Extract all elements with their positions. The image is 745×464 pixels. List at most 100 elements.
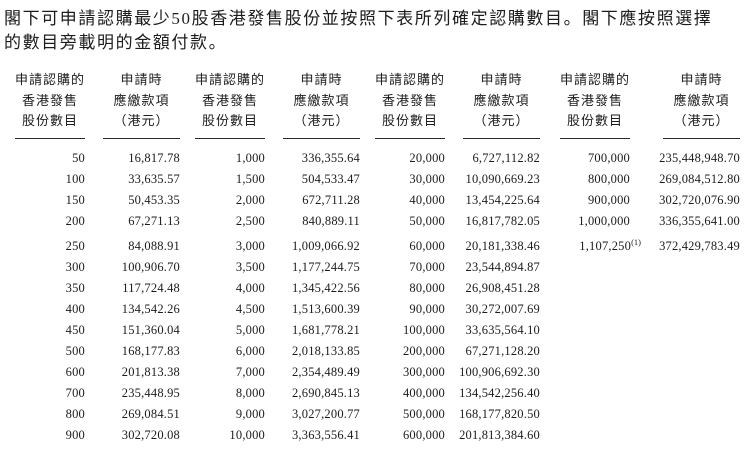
col-header-shares: 申請認購的 香港發售 股份數目 <box>180 70 265 139</box>
shares-cell <box>540 341 630 362</box>
table-row: 200 67,271.13 2,500 840,889.11 50,000 16,817,… <box>0 211 745 232</box>
amount-cell: 372,429,783.49 <box>659 238 740 253</box>
amount-cell <box>630 299 745 320</box>
amount-cell: 2,690,845.13 <box>291 385 360 400</box>
shares-cell: 1,000 <box>235 150 265 165</box>
table-row: 500 168,177.83 6,000 2,018,133.85 200,000 67,… <box>0 341 745 362</box>
subscription-table: 申請認購的 香港發售 股份數目 申請時 應繳款項 （港元） 申請認購的 香港發售 股份數目 申請時… <box>0 70 745 446</box>
amount-cell: 23,544,894.87 <box>465 259 540 274</box>
intro-line-1: 閣下可申請認購最少50股香港發售股份並按照下表所列確定認購數目。閣下應按照選擇 <box>4 9 713 28</box>
amount-cell: 1,009,066.92 <box>291 238 360 253</box>
col-header-text: 申請時 應繳款項 （港元） <box>283 70 360 139</box>
shares-cell: 8,000 <box>235 385 265 400</box>
amount-cell: 50,453.35 <box>128 192 180 207</box>
amount-cell: 10,090,669.23 <box>465 171 540 186</box>
table-row: 600 201,813.38 7,000 2,354,489.49 300,000 100… <box>0 362 745 383</box>
amount-cell: 235,448.95 <box>121 385 180 400</box>
col-header-shares: 申請認購的 香港發售 股份數目 <box>360 70 445 139</box>
amount-cell: 336,355,641.00 <box>659 213 740 228</box>
shares-cell: 700 <box>65 385 85 400</box>
amount-cell: 67,271,128.20 <box>465 343 540 358</box>
shares-cell: 300,000 <box>402 364 445 379</box>
amount-cell: 1,345,422.56 <box>291 280 360 295</box>
shares-cell <box>540 299 630 320</box>
table-header-row: 申請認購的 香港發售 股份數目 申請時 應繳款項 （港元） 申請認購的 香港發售 股份數目 申請時… <box>0 70 745 139</box>
amount-cell <box>630 278 745 299</box>
intro-line-2: 的數目旁載明的金額付款。 <box>4 32 228 52</box>
col-header-amount: 申請時 應繳款項 （港元） <box>265 70 360 139</box>
shares-cell: 9,000 <box>235 406 265 421</box>
amount-cell: 168,177.83 <box>121 343 180 358</box>
amount-cell: 269,084.51 <box>121 406 180 421</box>
shares-cell: 200 <box>65 213 85 228</box>
shares-cell: 300 <box>65 259 85 274</box>
amount-cell: 100,906,692.30 <box>459 364 540 379</box>
shares-cell <box>540 404 630 425</box>
amount-cell <box>630 383 745 404</box>
amount-cell: 26,908,451.28 <box>465 280 540 295</box>
shares-cell: 500,000 <box>402 406 445 421</box>
table-row: 100 33,635.57 1,500 504,533.47 30,000 10,090,… <box>0 169 745 190</box>
amount-cell: 33,635,564.10 <box>465 322 540 337</box>
shares-cell: 4,000 <box>235 280 265 295</box>
footnote-marker: (1) <box>631 236 641 247</box>
amount-cell: 16,817,782.05 <box>465 213 540 228</box>
amount-cell <box>630 362 745 383</box>
amount-cell: 1,177,244.75 <box>291 259 360 274</box>
shares-cell: 50 <box>72 150 85 165</box>
shares-cell: 700,000 <box>587 150 630 165</box>
shares-cell: 1,000,000 <box>578 213 630 228</box>
amount-cell: 2,354,489.49 <box>291 364 360 379</box>
table-row: 150 50,453.35 2,000 672,711.28 40,000 13,454,… <box>0 190 745 211</box>
table-row: 250 84,088.91 3,000 1,009,066.92 60,000 20,18… <box>0 232 745 257</box>
table-row: 300 100,906.70 3,500 1,177,244.75 70,000 23,5… <box>0 257 745 278</box>
shares-cell <box>540 257 630 278</box>
col-header-amount: 申請時 應繳款項 （港元） <box>630 70 745 139</box>
shares-cell: 500 <box>65 343 85 358</box>
amount-cell: 168,177,820.50 <box>459 406 540 421</box>
amount-cell: 151,360.04 <box>121 322 180 337</box>
shares-cell: 1,107,250(1) <box>579 236 641 253</box>
shares-cell: 6,000 <box>235 343 265 358</box>
amount-cell <box>630 257 745 278</box>
shares-cell: 20,000 <box>409 150 445 165</box>
amount-cell <box>630 320 745 341</box>
col-header-text: 申請時 應繳款項 （港元） <box>663 70 740 139</box>
col-header-shares: 申請認購的 香港發售 股份數目 <box>0 70 85 139</box>
shares-cell: 600 <box>65 364 85 379</box>
amount-cell: 6,727,112.82 <box>472 150 540 165</box>
amount-cell: 3,027,200.77 <box>291 406 360 421</box>
shares-cell: 150 <box>65 192 85 207</box>
shares-cell: 3,000 <box>235 238 265 253</box>
amount-cell: 2,018,133.85 <box>291 343 360 358</box>
shares-cell: 70,000 <box>409 259 445 274</box>
document-page: 閣下可申請認購最少50股香港發售股份並按照下表所列確定認購數目。閣下應按照選擇 … <box>0 7 745 464</box>
shares-cell: 800 <box>65 406 85 421</box>
col-header-amount: 申請時 應繳款項 （港元） <box>85 70 180 139</box>
amount-cell <box>630 341 745 362</box>
shares-cell: 10,000 <box>229 427 265 442</box>
table-row: 350 117,724.48 4,000 1,345,422.56 80,000 26,9… <box>0 278 745 299</box>
shares-cell: 400,000 <box>402 385 445 400</box>
shares-cell: 200,000 <box>402 343 445 358</box>
amount-cell: 504,533.47 <box>301 171 360 186</box>
table-header: 申請認購的 香港發售 股份數目 申請時 應繳款項 （港元） 申請認購的 香港發售 股份數目 申請時… <box>0 70 745 139</box>
shares-cell: 50,000 <box>409 213 445 228</box>
col-header-shares: 申請認購的 香港發售 股份數目 <box>540 70 630 139</box>
col-header-text: 申請時 應繳款項 （港元） <box>103 70 180 139</box>
shares-cell <box>540 320 630 341</box>
col-header-text: 申請認購的 香港發售 股份數目 <box>375 70 445 139</box>
table-row: 800 269,084.51 9,000 3,027,200.77 500,000 168… <box>0 404 745 425</box>
shares-cell <box>540 362 630 383</box>
amount-cell: 201,813.38 <box>121 364 180 379</box>
intro-paragraph: 閣下可申請認購最少50股香港發售股份並按照下表所列確定認購數目。閣下應按照選擇 … <box>4 7 740 54</box>
amount-cell: 336,355.64 <box>301 150 360 165</box>
amount-cell: 20,181,338.46 <box>465 238 540 253</box>
amount-cell: 30,272,007.69 <box>465 301 540 316</box>
shares-cell: 4,500 <box>235 301 265 316</box>
shares-cell: 60,000 <box>409 238 445 253</box>
amount-cell: 302,720.08 <box>121 427 180 442</box>
amount-cell: 269,084,512.80 <box>659 171 740 186</box>
shares-cell: 90,000 <box>409 301 445 316</box>
shares-cell: 900,000 <box>587 192 630 207</box>
